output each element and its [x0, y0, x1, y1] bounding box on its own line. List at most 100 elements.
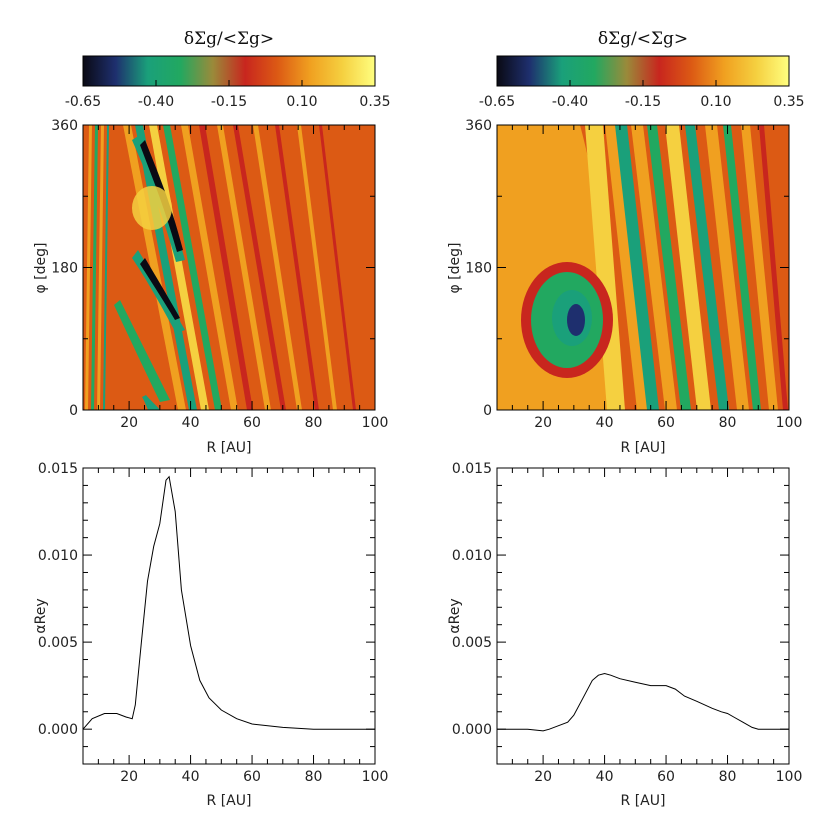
- spiral-arm-feature: [142, 395, 160, 410]
- axes: 20 40 60 80 100 0 180 360: [465, 118, 802, 431]
- y-tick-label: 0.010: [452, 548, 492, 564]
- vortex-core: [567, 304, 585, 336]
- x-tick-label: 80: [305, 415, 323, 431]
- spiral-arm-stripe: [253, 125, 302, 410]
- vortex-bright-region: [132, 186, 172, 230]
- y-tick-label: 0.000: [38, 722, 78, 738]
- x-tick-label: 60: [657, 415, 675, 431]
- spiral-arm-stripe: [181, 125, 238, 410]
- x-tick-label: 60: [657, 769, 675, 785]
- y-axis-label: αRey: [33, 598, 49, 633]
- x-axis-label: R [AU]: [621, 440, 666, 456]
- spiral-arm-stripe: [319, 125, 356, 410]
- y-tick-label: 0.005: [38, 635, 78, 651]
- line-panel-right: 20 40 60 80 100 0.000 0.005 0.010 0.015 R [AU] α…: [447, 461, 802, 809]
- y-tick-label: 180: [465, 261, 492, 277]
- x-axis-label: R [AU]: [207, 793, 252, 809]
- spiral-arms: [585, 125, 788, 410]
- spiral-arm-feature: [140, 258, 180, 320]
- x-tick-label: 80: [719, 415, 737, 431]
- y-tick-label: 0.000: [452, 722, 492, 738]
- y-tick-label: 180: [51, 261, 78, 277]
- colorbar-title: δΣg/<Σg>: [184, 29, 274, 49]
- x-tick-label: 40: [596, 769, 614, 785]
- plot-frame: [496, 467, 790, 765]
- colorbar-left: δΣg/<Σg> -0.65 -0.40 -0.15 0.10 0.35: [65, 29, 391, 110]
- x-tick-label: 100: [362, 769, 389, 785]
- colorbar-tick-label: 0.10: [700, 94, 731, 110]
- axes: 20 40 60 80 100 0.000 0.005 0.010 0.015: [452, 461, 802, 785]
- vortex-features: [521, 262, 613, 378]
- colorbar-tick-label: -0.65: [65, 94, 101, 110]
- y-axis-label: αRey: [447, 598, 463, 633]
- x-tick-label: 40: [182, 415, 200, 431]
- spiral-arm-stripe: [705, 125, 749, 410]
- y-tick-label: 0.010: [38, 548, 78, 564]
- x-axis-label: R [AU]: [621, 793, 666, 809]
- x-tick-label: 20: [120, 415, 138, 431]
- x-tick-label: 20: [534, 415, 552, 431]
- x-tick-label: 40: [596, 415, 614, 431]
- x-tick-label: 100: [362, 415, 389, 431]
- x-tick-label: 60: [243, 769, 261, 785]
- y-tick-label: 0.015: [38, 461, 78, 477]
- spiral-arm-stripe: [741, 125, 778, 410]
- spiral-arm-stripe: [233, 125, 286, 410]
- spiral-arm-stripe: [585, 125, 625, 410]
- axes: 20 40 60 80 100 0.000 0.005 0.010 0.015: [38, 461, 388, 785]
- y-tick-label: 0.015: [452, 461, 492, 477]
- alpha-rey-line: [497, 672, 789, 732]
- colorbar-tick-label: -0.65: [479, 94, 515, 110]
- spiral-arm-feature: [114, 300, 170, 402]
- spiral-arm-stripe: [615, 125, 659, 410]
- spiral-arm-stripe: [91, 125, 98, 410]
- y-tick-label: 0: [483, 403, 492, 419]
- colorbar-ticks: -0.65 -0.40 -0.15 0.10 0.35: [479, 80, 805, 110]
- y-tick-label: 0: [69, 403, 78, 419]
- colorbar-tick-label: -0.15: [211, 94, 247, 110]
- colorbar-tick-label: 0.10: [286, 94, 317, 110]
- x-tick-label: 60: [243, 415, 261, 431]
- x-tick-label: 80: [719, 769, 737, 785]
- plot-frame: [82, 467, 376, 765]
- heatmap-panel-left: 20 40 60 80 100 0 180 360 R [AU] φ [deg]: [33, 118, 388, 456]
- colorbar-tick-label: -0.40: [552, 94, 588, 110]
- y-tick-label: 360: [51, 118, 78, 134]
- spiral-arm-stripe: [97, 125, 104, 410]
- y-tick-label: 0.005: [452, 635, 492, 651]
- x-axis-label: R [AU]: [207, 440, 252, 456]
- spiral-arm-stripe: [647, 125, 691, 410]
- alpha-rey-line: [82, 475, 375, 730]
- vortex-features: [114, 135, 185, 410]
- line-panel-left: 20 40 60 80 100 0.000 0.005 0.010 0.015 R [AU] α…: [33, 461, 388, 809]
- x-tick-label: 100: [776, 769, 803, 785]
- axes: 20 40 60 80 100 0 180 360: [51, 118, 388, 431]
- colorbar-title: δΣg/<Σg>: [598, 29, 688, 49]
- x-tick-label: 100: [776, 415, 803, 431]
- colorbar-tick-label: 0.35: [773, 94, 804, 110]
- spiral-arm-stripe: [665, 125, 711, 410]
- colorbar-tick-label: 0.35: [359, 94, 390, 110]
- spiral-arm-stripe: [685, 125, 729, 410]
- y-axis-label: φ [deg]: [33, 243, 49, 294]
- colorbar-ticks: -0.65 -0.40 -0.15 0.10 0.35: [65, 80, 391, 110]
- colorbar-right: δΣg/<Σg> -0.65 -0.40 -0.15 0.10 0.35: [479, 29, 805, 110]
- x-tick-label: 40: [182, 769, 200, 785]
- spiral-arm-stripe: [103, 125, 109, 410]
- spiral-arm-stripe: [631, 125, 677, 410]
- spiral-arm-stripe: [723, 125, 761, 410]
- spiral-arm-stripe: [759, 125, 788, 410]
- spiral-arm-stripe: [297, 125, 337, 410]
- x-tick-label: 80: [305, 769, 323, 785]
- y-tick-label: 360: [465, 118, 492, 134]
- spiral-arm-stripe: [275, 125, 319, 410]
- x-tick-label: 20: [534, 769, 552, 785]
- spiral-arm-stripe: [199, 125, 253, 410]
- spiral-arm-stripe: [163, 125, 222, 410]
- colorbar-tick-label: -0.15: [625, 94, 661, 110]
- spiral-arm-stripe: [217, 125, 271, 410]
- heatmap-panel-right: 20 40 60 80 100 0 180 360 R [AU] φ [deg]: [447, 118, 802, 456]
- x-tick-label: 20: [120, 769, 138, 785]
- y-axis-label: φ [deg]: [447, 243, 463, 294]
